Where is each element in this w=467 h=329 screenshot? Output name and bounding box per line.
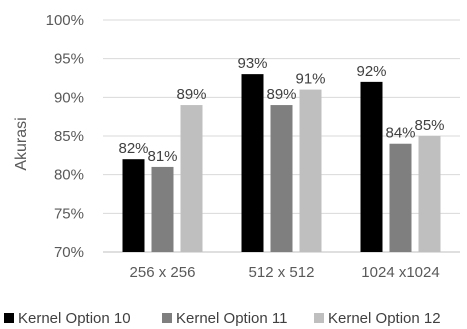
- bar-1-1: [122, 159, 145, 252]
- data-label: 91%: [295, 71, 325, 88]
- bar-2-2: [270, 105, 293, 252]
- bars: [122, 74, 441, 252]
- legend: Kernel Option 10 Kernel Option 11 Kernel O…: [4, 310, 441, 327]
- y-axis-ticks: 70% 75% 80% 85% 90% 95% 100%: [46, 12, 84, 261]
- bar-3-1: [180, 105, 203, 252]
- data-label: 81%: [147, 148, 177, 165]
- data-label: 89%: [266, 86, 296, 103]
- x-category-label: 1024 x1024: [361, 264, 439, 281]
- x-category-label: 512 x 512: [249, 264, 315, 281]
- data-label: 85%: [414, 117, 444, 134]
- legend-item: Kernel Option 10: [18, 310, 131, 327]
- bar-2-1: [151, 166, 174, 252]
- legend-swatch: [162, 313, 172, 323]
- legend-item: Kernel Option 12: [328, 310, 441, 327]
- y-tick-label: 95%: [54, 51, 84, 68]
- legend-swatch: [314, 313, 324, 323]
- y-tick-label: 70%: [54, 244, 84, 261]
- bar-3-2: [299, 89, 322, 252]
- bar-3-3: [418, 136, 441, 252]
- y-tick-label: 80%: [54, 167, 84, 184]
- y-tick-label: 85%: [54, 128, 84, 145]
- y-tick-label: 75%: [54, 205, 84, 222]
- y-tick-label: 100%: [46, 12, 84, 29]
- y-tick-label: 90%: [54, 89, 84, 106]
- y-axis-label: Akurasi: [13, 117, 30, 170]
- legend-item: Kernel Option 11: [176, 310, 287, 327]
- x-category-label: 256 x 256: [130, 264, 196, 281]
- data-label: 92%: [356, 63, 386, 80]
- bar-1-2: [241, 74, 264, 252]
- data-labels: 82%81%89%93%89%91% 92%84%85%: [118, 55, 444, 165]
- data-label: 89%: [176, 86, 206, 103]
- data-label: 82%: [118, 140, 148, 157]
- data-label: 93%: [237, 55, 267, 72]
- bar-2-3: [389, 143, 412, 252]
- legend-swatch: [4, 313, 14, 323]
- bar-1-3: [360, 81, 383, 252]
- data-label: 84%: [385, 125, 415, 142]
- x-axis-categories: 256 x 256 512 x 512 1024 x1024: [130, 264, 440, 281]
